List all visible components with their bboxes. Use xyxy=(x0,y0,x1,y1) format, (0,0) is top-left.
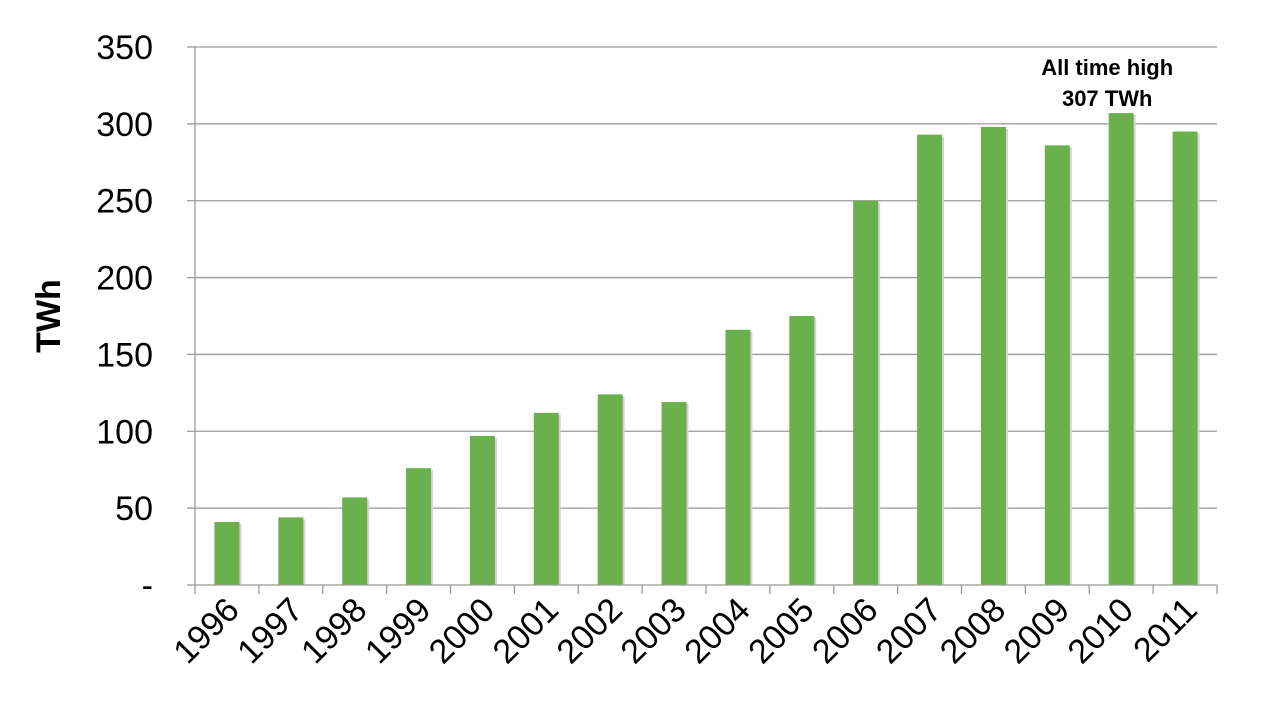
y-tick-label: 250 xyxy=(96,183,153,221)
bar xyxy=(980,126,1006,585)
x-tick-label: 2009 xyxy=(997,591,1077,671)
bar xyxy=(533,412,559,585)
x-tick-label: 2011 xyxy=(1126,591,1205,670)
x-tick-label: 2008 xyxy=(933,591,1013,671)
x-axis-tick-labels: 1996199719981999200020012002200320042005… xyxy=(166,591,1204,671)
y-tick-label: 100 xyxy=(96,413,153,451)
bar xyxy=(853,200,879,585)
y-tick-label: 50 xyxy=(115,490,153,528)
y-tick-label: 300 xyxy=(96,106,153,144)
x-tick-label: 2001 xyxy=(486,591,566,671)
annotation-line-1: All time high xyxy=(1041,55,1173,80)
gridlines xyxy=(195,46,1217,509)
bar xyxy=(661,402,687,585)
axes xyxy=(187,46,1218,594)
x-tick-label: 1996 xyxy=(166,591,246,671)
y-tick-label: 350 xyxy=(96,29,153,67)
bar xyxy=(469,435,495,585)
x-tick-label: 1997 xyxy=(230,591,310,671)
annotation-line-2: 307 TWh xyxy=(1062,86,1152,111)
bar xyxy=(406,468,432,585)
bar xyxy=(278,517,304,585)
x-tick-label: 1999 xyxy=(358,591,438,671)
x-tick-label: 2004 xyxy=(677,591,757,671)
bar xyxy=(789,316,815,585)
bar xyxy=(214,521,240,585)
bar xyxy=(342,497,368,585)
x-tick-label: 2000 xyxy=(422,591,502,671)
x-tick-label: 2005 xyxy=(741,591,821,671)
y-axis-label: TWh xyxy=(30,279,68,353)
bar xyxy=(597,394,623,585)
x-tick-label: 2002 xyxy=(549,591,629,671)
bar xyxy=(1108,113,1134,586)
bar xyxy=(1044,145,1070,585)
x-tick-label: 2003 xyxy=(613,591,693,671)
bar xyxy=(917,134,943,586)
x-tick-label: 2006 xyxy=(805,591,885,671)
y-tick-label: 150 xyxy=(96,336,153,374)
bar xyxy=(725,329,751,585)
y-tick-label: 200 xyxy=(96,260,153,298)
bar xyxy=(1172,131,1198,586)
y-tick-label: - xyxy=(142,567,153,605)
x-tick-label: 2007 xyxy=(869,591,949,671)
x-tick-label: 2010 xyxy=(1060,591,1140,671)
bars xyxy=(214,113,1200,586)
x-tick-label: 1998 xyxy=(294,591,374,671)
annotation-all-time-high: All time high 307 TWh xyxy=(1041,55,1173,111)
y-axis-tick-labels: - 50 100 150 200 250 300 350 xyxy=(96,29,153,605)
